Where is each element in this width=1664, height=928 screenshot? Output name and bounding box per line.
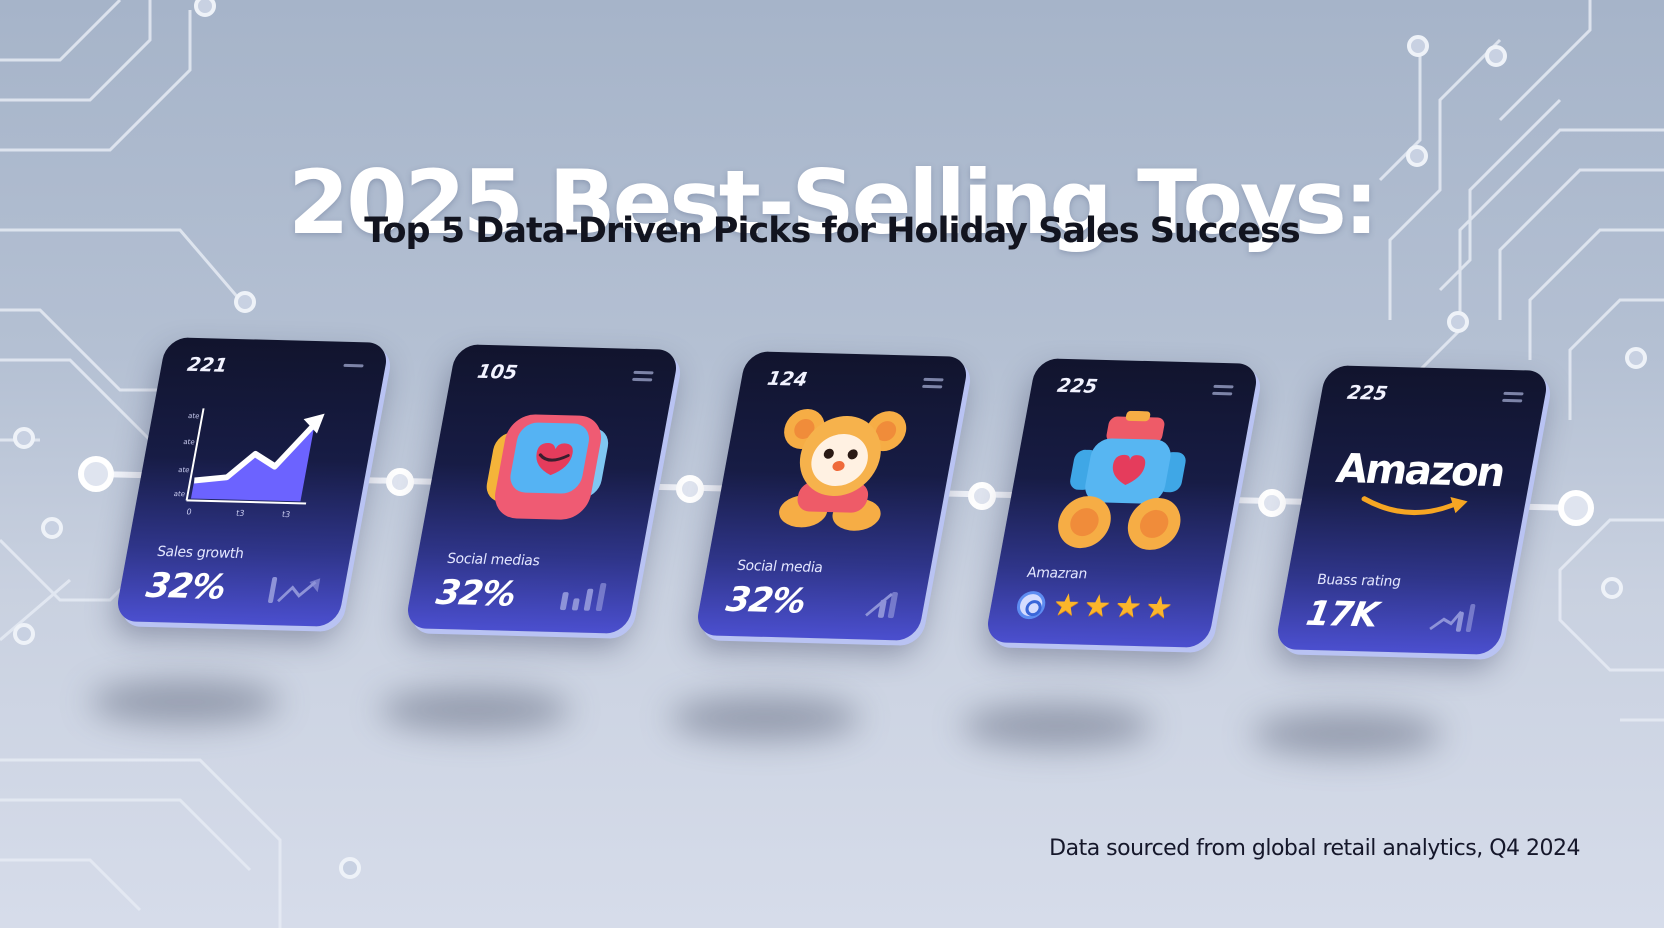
card-shadow	[90, 680, 280, 724]
mini-trend-icon	[865, 592, 898, 619]
card-number: 225	[1055, 374, 1100, 398]
card-shadow	[380, 688, 570, 732]
toy-card-1[interactable]: 221 ate ate ate ate 0 t3 t3 Sales growth…	[114, 337, 390, 627]
toy-block-heart-icon	[486, 414, 609, 520]
menu-icon[interactable]	[631, 370, 654, 386]
teddy-bear-icon	[779, 408, 907, 531]
amazon-logo: Amazon	[1332, 445, 1508, 497]
toy-robot-heart-icon	[1058, 410, 1186, 550]
verified-badge-icon	[1014, 590, 1048, 620]
x-tick-label: 0	[186, 507, 193, 516]
mini-trend-icon	[1429, 604, 1476, 633]
toy-card-3[interactable]: 124 Social media 32%	[694, 351, 970, 641]
mini-trend-icon	[268, 577, 321, 604]
card-value: 32%	[433, 572, 519, 615]
menu-icon[interactable]	[1501, 391, 1524, 407]
card-label: Social media	[735, 557, 825, 577]
card-number: 124	[765, 367, 810, 391]
rating-stars: ★ ★ ★ ★	[1014, 587, 1176, 627]
y-tick-label: ate	[173, 489, 186, 498]
card-shadow	[670, 696, 860, 740]
card-shadow	[1252, 712, 1442, 756]
amazon-smile-icon	[1361, 496, 1468, 516]
card-shadow	[962, 704, 1152, 748]
card-value: 32%	[723, 579, 809, 622]
bar-chart-icon	[560, 583, 607, 612]
card-number: 225	[1345, 381, 1390, 405]
card-value: 17K	[1303, 593, 1381, 636]
card-label: Social medias	[445, 550, 542, 570]
menu-icon[interactable]	[921, 377, 944, 393]
card-label: Sales growth	[155, 543, 245, 563]
toy-card-5[interactable]: 225 Amazon Buass rating 17K	[1274, 365, 1550, 655]
star-icon: ★	[1049, 587, 1084, 624]
data-source-note: Data sourced from global retail analytic…	[1049, 836, 1580, 861]
toy-card-4[interactable]: 225 Amazran ★ ★ ★ ★	[984, 358, 1260, 648]
y-tick-label: ate	[177, 465, 190, 474]
y-tick-label: ate	[187, 411, 200, 420]
star-icon: ★	[1111, 589, 1145, 625]
card-value: 32%	[143, 565, 229, 608]
card-number: 105	[475, 360, 520, 384]
y-tick-label: ate	[183, 437, 196, 446]
x-tick-label: t3	[235, 509, 245, 518]
star-icon: ★	[1142, 590, 1176, 626]
card-label: Amazran	[1025, 564, 1089, 583]
menu-icon[interactable]	[341, 363, 364, 379]
sales-growth-chart-icon: ate ate ate ate 0 t3 t3	[173, 408, 325, 519]
card-label: Buass rating	[1315, 571, 1403, 591]
menu-icon[interactable]	[1211, 384, 1234, 400]
page-subtitle: Top 5 Data-Driven Picks for Holiday Sale…	[364, 211, 1301, 251]
toy-card-2[interactable]: 105 Social medias 32%	[404, 344, 680, 634]
x-tick-label: t3	[281, 510, 291, 519]
star-icon: ★	[1080, 588, 1114, 625]
card-number: 221	[185, 353, 230, 377]
page-title: 2025 Best-Selling Toys:	[288, 150, 1379, 254]
